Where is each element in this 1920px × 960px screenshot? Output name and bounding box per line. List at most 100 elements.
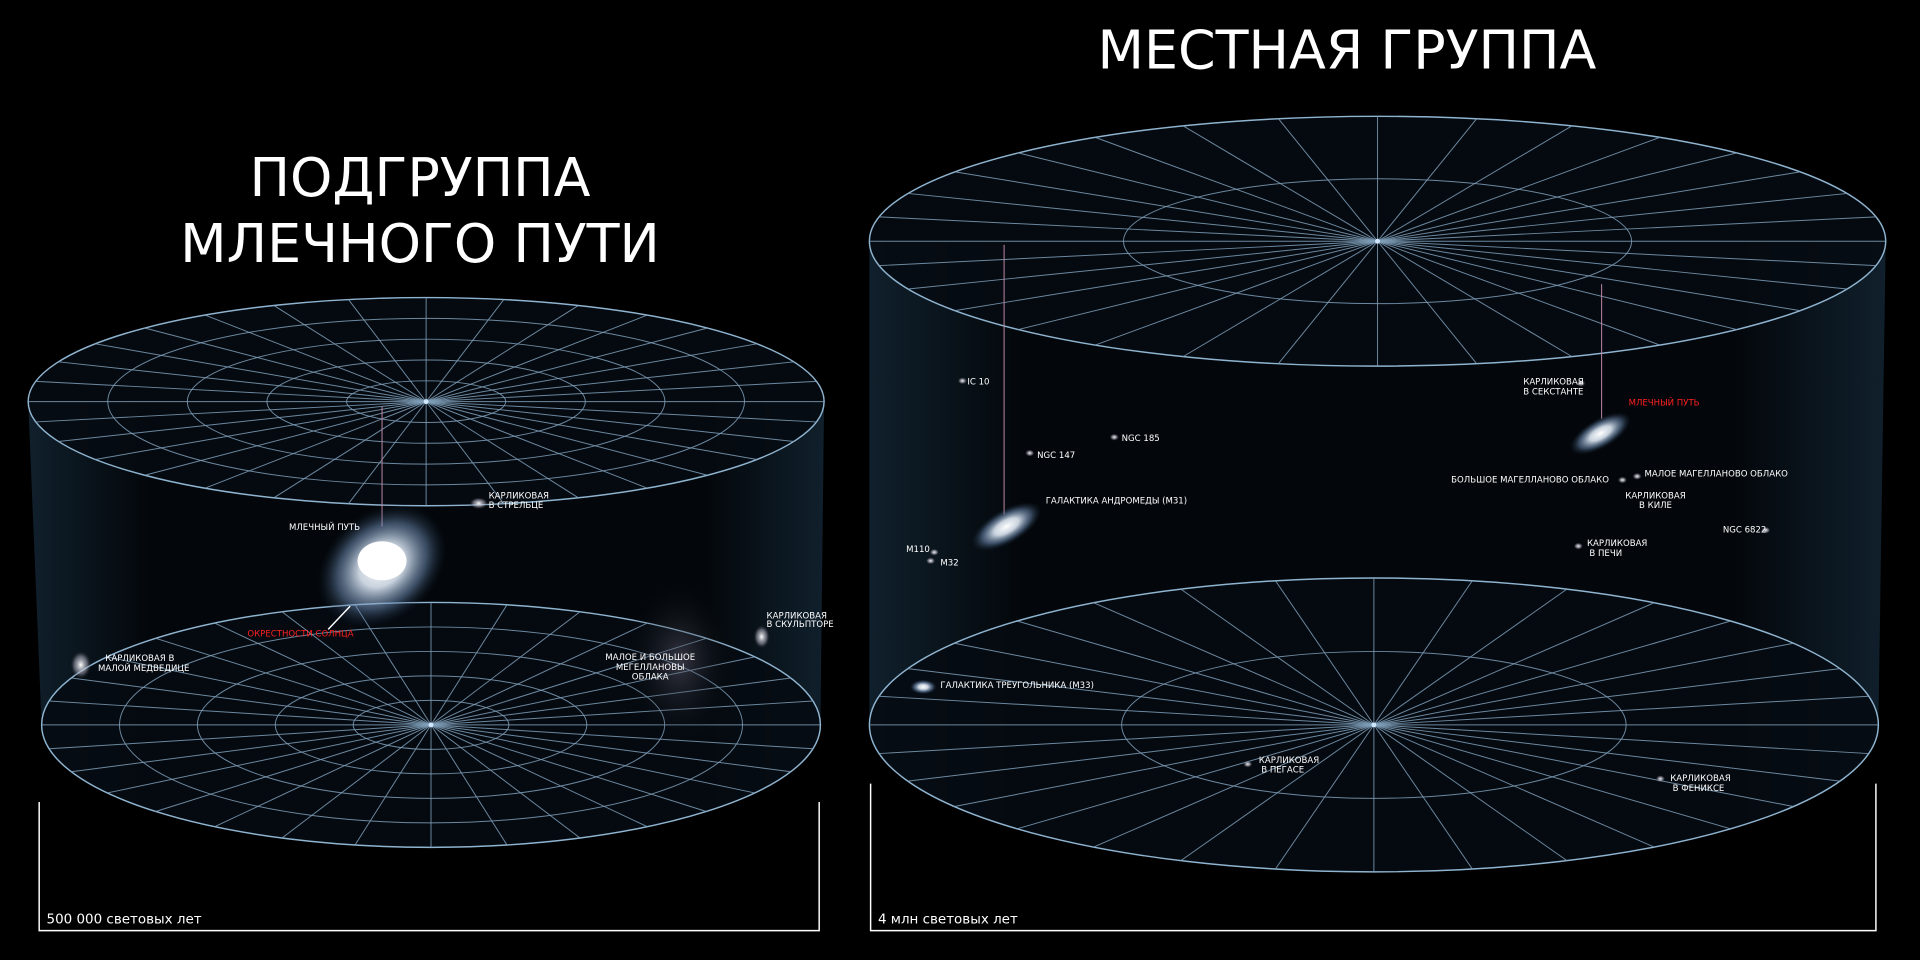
right-scale-bar: 4 млн световых лет [869,783,1877,932]
label-carina-2: В КИЛЕ [1639,501,1672,511]
dwarf-galaxy [1109,433,1120,441]
grid-spoke [1377,136,1661,242]
grid-spoke [1373,695,1869,726]
grid-spoke [425,299,505,402]
grid-spoke [1095,240,1378,346]
sun-pointer-line [327,605,351,630]
grid-spoke [49,700,432,726]
label-ursa-minor-2: МАЛОЙ МЕДВЕДИЦЕ [98,662,189,674]
grid-spoke [1373,620,1731,726]
grid-spoke [1373,724,1568,862]
grid-spoke [1373,724,1731,830]
grid-spoke [281,724,432,839]
grid-spoke [907,724,1374,782]
grid-spoke [426,401,758,460]
grid-spoke [430,724,648,828]
dwarf-galaxy [1575,379,1586,387]
label-fornax-2: В ПЕЧИ [1589,549,1622,559]
grid-spoke [879,724,1374,755]
grid-spoke [1377,118,1478,242]
grid-spoke [107,724,432,794]
grid-spoke [273,401,427,499]
label-milky-way-right: МЛЕЧНЫЙ ПУТЬ [1629,396,1700,408]
label-milky-way: МЛЕЧНЫЙ ПУТЬ [289,521,360,533]
grid-spoke [155,637,432,726]
grid-spoke [425,401,648,489]
grid-spoke [426,401,817,423]
grid-spoke [430,724,791,773]
grid-spoke [908,240,1378,290]
grid-spoke [58,361,427,403]
grid-spoke [1017,620,1375,726]
right-title: МЕСТНАЯ ГРУППА [1097,19,1596,82]
label-magellanic-2: МЕГЕЛЛАНОВЫ [616,663,685,673]
grid-spoke [430,724,508,846]
grid-spoke [1373,580,1473,726]
grid-spoke [1377,240,1661,346]
left-objects: МЛЕЧНЫЙ ПУТЬ ОКРЕСТНОСТИ СОЛНЦА КАРЛИКОВ… [69,406,834,747]
triangulum-galaxy [909,679,937,695]
grid-spoke [425,401,505,505]
right-objects: IC 10 NGC 185 NGC 147 ГАЛАКТИКА АНДРОМЕД… [906,244,1788,794]
label-pegasus-1: КАРЛИКОВАЯ [1259,756,1319,766]
grid-spoke [1093,724,1375,848]
grid-spoke [430,700,813,726]
grid-spoke [1373,588,1568,726]
grid-spoke [1278,240,1378,365]
grid-spoke [426,401,794,442]
label-m32: M32 [940,559,958,569]
grid-spoke [1377,192,1848,242]
grid-spoke [425,305,579,403]
grid-spoke [430,724,581,839]
grid-spoke [426,343,758,403]
dwarf-galaxy [1024,449,1035,457]
grid-spoke [430,622,648,726]
grid-spoke [214,622,432,726]
grid-spoke [879,216,1378,242]
dwarf-galaxy [1655,775,1666,783]
magellanic-clouds-haze [624,575,735,747]
grid-spoke [954,642,1374,726]
label-sextans-2: В СЕКСТАНТЕ [1523,387,1583,397]
label-sculptor-1: КАРЛИКОВАЯ [767,611,827,621]
dwarf-galaxy [1617,476,1628,484]
grid-spoke [1182,240,1378,358]
grid-spoke [1373,724,1869,755]
label-phoenix-2: В ФЕНИКСЕ [1673,784,1725,794]
grid-spoke [430,724,813,750]
bottom-disk [868,577,1880,873]
grid-spoke [1093,602,1375,726]
label-smc: МАЛОЕ МАГЕЛЛАНОВО ОБЛАКО [1644,469,1788,479]
grid-spoke [354,724,432,846]
ursa-minor-dwarf [69,650,92,680]
grid-spoke [1017,724,1375,830]
andromeda-galaxy [971,501,1042,552]
label-carina-1: КАРЛИКОВАЯ [1625,491,1685,501]
grid-spoke [1373,724,1841,782]
label-m110: M110 [906,545,930,555]
grid-spoke [425,401,579,499]
right-scale-label: 4 млн световых лет [878,912,1018,927]
label-sextans-1: КАРЛИКОВАЯ [1523,377,1583,387]
milky-way-galaxy-right [1569,412,1631,455]
grid-spoke [1018,240,1378,331]
dwarf-galaxy [1760,526,1771,534]
grid-spoke [425,327,708,403]
top-disk [868,115,1887,367]
label-andromeda: ГАЛАКТИКА АНДРОМЕДЫ (M31) [1046,496,1187,506]
grid-spoke [1278,118,1378,242]
label-fornax-1: КАРЛИКОВАЯ [1587,539,1647,549]
grid-spoke [430,724,755,794]
grid-spoke [430,604,508,726]
grid-spoke [430,724,707,812]
local-group-cylinder [868,115,1887,873]
grid-spoke [1373,724,1473,870]
grid-spoke [954,240,1378,312]
grid-spoke [1373,668,1841,726]
grid-spoke [71,724,432,773]
grid-spoke [1275,724,1375,870]
grid-spoke [1377,240,1876,267]
dwarf-galaxy [1573,542,1584,550]
dwarf-galaxy [957,377,968,385]
